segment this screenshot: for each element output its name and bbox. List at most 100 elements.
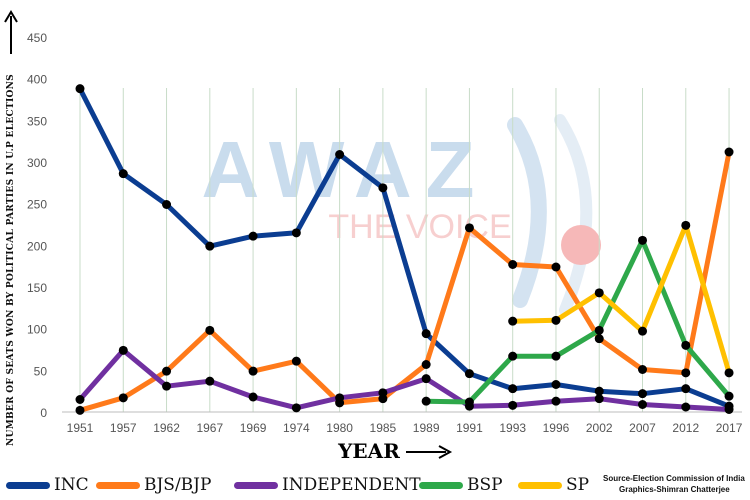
data-point-sp [638, 326, 648, 336]
legend-label-inc: INC [54, 475, 89, 495]
data-point-independent [594, 394, 604, 404]
x-axis-title: YEAR [337, 439, 400, 463]
y-axis-title-wrap: NUMBER OF SEATS WON BY POLITICAL PARTIES… [2, 60, 20, 460]
series-line-inc [77, 86, 732, 409]
x-tick-label: 1969 [240, 421, 267, 435]
legend-swatch-independent [234, 481, 278, 489]
data-point-bjs-bjp [724, 147, 734, 157]
legend-item-sp: SP [518, 474, 589, 496]
data-point-inc [248, 231, 258, 241]
x-tick-label: 1974 [283, 421, 310, 435]
x-tick-label: 1951 [67, 421, 94, 435]
legend-label-bjp: BJS/BJP [144, 475, 212, 495]
data-point-independent [681, 402, 691, 412]
data-point-bsp [724, 391, 734, 401]
y-tick-label: 50 [34, 364, 48, 378]
y-axis-arrow-icon [4, 10, 18, 54]
data-point-independent [421, 374, 431, 384]
watermark-arc-icon [554, 114, 593, 316]
data-point-independent [118, 345, 128, 355]
data-point-independent [724, 405, 734, 414]
data-point-independent [291, 403, 301, 413]
legend-item-bjp: BJS/BJP [96, 474, 211, 496]
x-tick-label: 1996 [543, 421, 570, 435]
data-point-inc [508, 384, 518, 394]
series-layer [77, 86, 732, 413]
x-tick-label: 1957 [110, 421, 137, 435]
data-point-bjs-bjp [118, 393, 128, 403]
data-point-inc [681, 384, 691, 394]
watermark-main: AWAZ [201, 125, 488, 214]
data-point-bjs-bjp [248, 366, 258, 376]
series-line-independent [77, 347, 732, 412]
data-point-bsp [464, 397, 474, 407]
data-point-bsp [594, 325, 604, 335]
x-tick-label: 1989 [413, 421, 440, 435]
data-point-inc [551, 380, 561, 389]
source-note: Source-Election Commission of India Grap… [603, 473, 745, 495]
y-axis: 0 50 100 150 200 250 300 350 400 450 [27, 31, 47, 420]
x-tick-label: 2007 [629, 421, 656, 435]
credit-line: Graphics-Shimran Chatterjee [619, 485, 730, 494]
data-point-inc [464, 369, 474, 379]
x-tick-label: 1993 [499, 421, 526, 435]
data-point-inc [638, 389, 648, 399]
x-axis-arrow-icon [406, 445, 453, 459]
data-point-inc [378, 183, 388, 193]
data-point-bsp [508, 351, 518, 361]
data-point-inc [594, 386, 604, 396]
y-tick-label: 100 [27, 323, 47, 337]
marker-layer [75, 84, 734, 415]
data-point-inc [205, 241, 215, 251]
data-point-bjs-bjp [421, 360, 431, 369]
data-point-inc [291, 228, 301, 238]
legend-item-inc: INC [6, 474, 89, 496]
x-tick-label: 1991 [456, 421, 483, 435]
series-line-bjs-bjp [77, 149, 732, 413]
series-line-bsp [423, 237, 732, 405]
x-axis: 1951 1957 1962 1967 1969 1974 1980 1985 1989 1991… [67, 421, 743, 435]
y-tick-label: 300 [27, 156, 47, 170]
data-point-independent [75, 395, 85, 404]
data-point-bjs-bjp [638, 365, 648, 374]
y-tick-label: 250 [27, 198, 47, 212]
data-point-bsp [681, 340, 691, 350]
legend-swatch-inc [6, 481, 50, 489]
y-tick-label: 0 [40, 406, 47, 420]
x-tick-label: 1962 [153, 421, 180, 435]
data-point-inc [75, 84, 85, 94]
legend-label-independent: INDEPENDENT [282, 475, 421, 495]
data-point-bjs-bjp [205, 325, 215, 335]
data-point-bsp [638, 235, 648, 245]
legend-swatch-sp [518, 481, 562, 489]
data-point-sp [681, 220, 691, 230]
data-point-inc [335, 150, 345, 159]
data-point-independent [335, 393, 345, 403]
data-point-sp [508, 316, 518, 326]
legend-item-bsp: BSP [419, 474, 503, 496]
y-tick-label: 450 [27, 31, 47, 45]
data-point-independent [205, 376, 215, 386]
data-point-sp [594, 288, 604, 298]
data-point-independent [248, 392, 258, 402]
data-point-independent [162, 381, 172, 391]
x-tick-label: 1985 [370, 421, 397, 435]
legend-item-independent: INDEPENDENT [234, 474, 421, 496]
data-point-bjs-bjp [291, 356, 301, 366]
data-point-sp [724, 368, 734, 378]
data-point-bsp [551, 351, 561, 361]
x-tick-label: 2002 [586, 421, 613, 435]
data-point-inc [162, 200, 172, 209]
x-tick-label: 1967 [196, 421, 223, 435]
data-point-inc [421, 329, 431, 339]
legend-label-sp: SP [566, 475, 590, 495]
data-point-sp [551, 315, 561, 325]
y-tick-label: 350 [27, 114, 47, 128]
legend-swatch-bsp [419, 481, 463, 489]
watermark: AWAZ THE VOICE [201, 114, 601, 316]
data-point-independent [378, 388, 388, 398]
y-tick-label: 200 [27, 239, 47, 253]
watermark-dot-icon [561, 225, 601, 265]
data-point-bjs-bjp [551, 262, 561, 272]
